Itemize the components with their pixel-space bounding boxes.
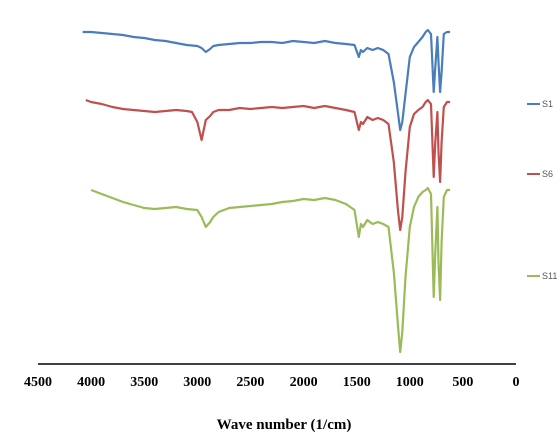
series-line-s1: [82, 28, 451, 132]
legend: S1 S6 S11: [527, 99, 557, 281]
x-tick-label: 4500: [24, 375, 52, 390]
legend-item-s6: S6: [527, 169, 553, 179]
x-tick-label: 1000: [396, 375, 424, 390]
legend-label: S11: [542, 271, 557, 281]
x-axis-title: Wave number (1/cm): [217, 417, 352, 433]
x-tick-label: 1500: [343, 375, 371, 390]
x-tick-label: 4000: [77, 375, 105, 390]
series-line-s6: [85, 98, 451, 232]
series-line-s11: [90, 186, 451, 354]
legend-item-s11: S11: [527, 271, 557, 281]
legend-label: S1: [542, 99, 553, 109]
x-tick-label: 3500: [130, 375, 158, 390]
x-tick-label: 3000: [183, 375, 211, 390]
x-tick-label: 500: [452, 375, 473, 390]
x-tick-labels: 4500 4000 3500 3000 2500 2000 1500 1000 500 0: [24, 375, 520, 390]
legend-label: S6: [542, 169, 553, 179]
x-tick-label: 0: [513, 375, 520, 390]
legend-item-s1: S1: [527, 99, 553, 109]
x-tick-label: 2000: [290, 375, 318, 390]
x-tick-label: 2500: [236, 375, 264, 390]
series-layer: [82, 28, 451, 354]
